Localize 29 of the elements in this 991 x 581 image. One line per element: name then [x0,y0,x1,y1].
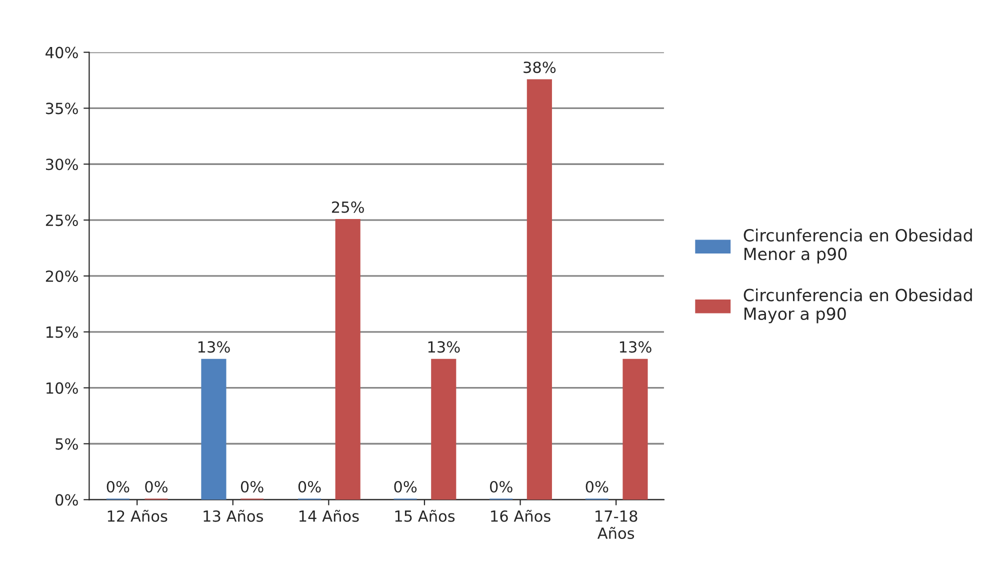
data-label: 25% [332,201,364,213]
data-label: 13% [198,341,230,353]
x-tick-label: 12 Años [108,510,168,522]
data-label: 0% [394,480,417,493]
y-tick-label: 30% [46,158,78,170]
legend-label: Circunferencia en Obesidad Mayor a p90 [744,288,972,324]
data-label: 0% [490,480,512,493]
data-label: 13% [428,341,460,353]
x-tick-label: 16 Años [491,510,550,522]
x-tick-label: 17-18 Años [596,510,638,540]
data-label: 13% [620,341,652,353]
y-tick-label: 40% [46,46,78,58]
data-label: 0% [586,480,608,493]
data-label: 0% [106,480,130,493]
y-tick-label: 35% [46,102,78,114]
x-tick-label: 13 Años [204,510,264,522]
data-label: 0% [145,480,168,493]
data-label: 0% [240,480,264,493]
y-tick-label: 5% [56,438,78,450]
x-tick-label: 15 Años [395,510,455,522]
data-label: 0% [298,480,321,493]
y-tick-label: 20% [46,270,78,282]
y-tick-label: 0% [56,494,78,506]
y-tick-label: 10% [46,382,78,394]
data-label: 38% [524,62,556,74]
y-tick-label: 25% [46,214,78,226]
y-tick-label: 15% [46,326,78,338]
x-tick-label: 14 Años [299,510,359,522]
legend-label: Circunferencia en Obesidad Menor a p90 [744,228,972,264]
